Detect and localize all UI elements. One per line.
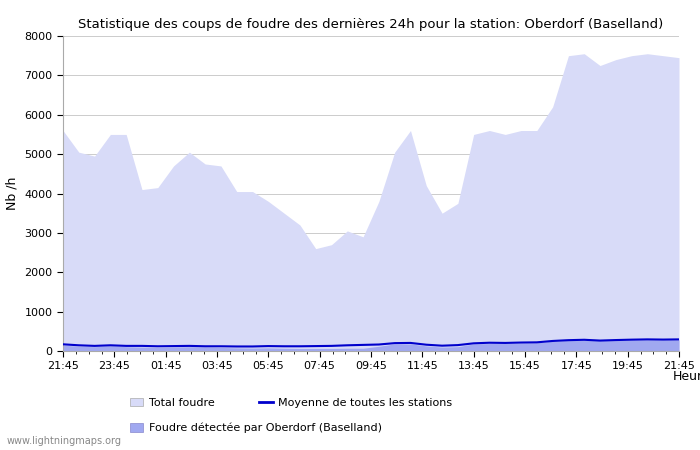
- Legend: Foudre détectée par Oberdorf (Baselland): Foudre détectée par Oberdorf (Baselland): [130, 423, 382, 433]
- Y-axis label: Nb /h: Nb /h: [6, 177, 19, 210]
- Title: Statistique des coups de foudre des dernières 24h pour la station: Oberdorf (Bas: Statistique des coups de foudre des dern…: [78, 18, 664, 31]
- Text: www.lightningmaps.org: www.lightningmaps.org: [7, 436, 122, 446]
- X-axis label: Heure: Heure: [673, 370, 700, 383]
